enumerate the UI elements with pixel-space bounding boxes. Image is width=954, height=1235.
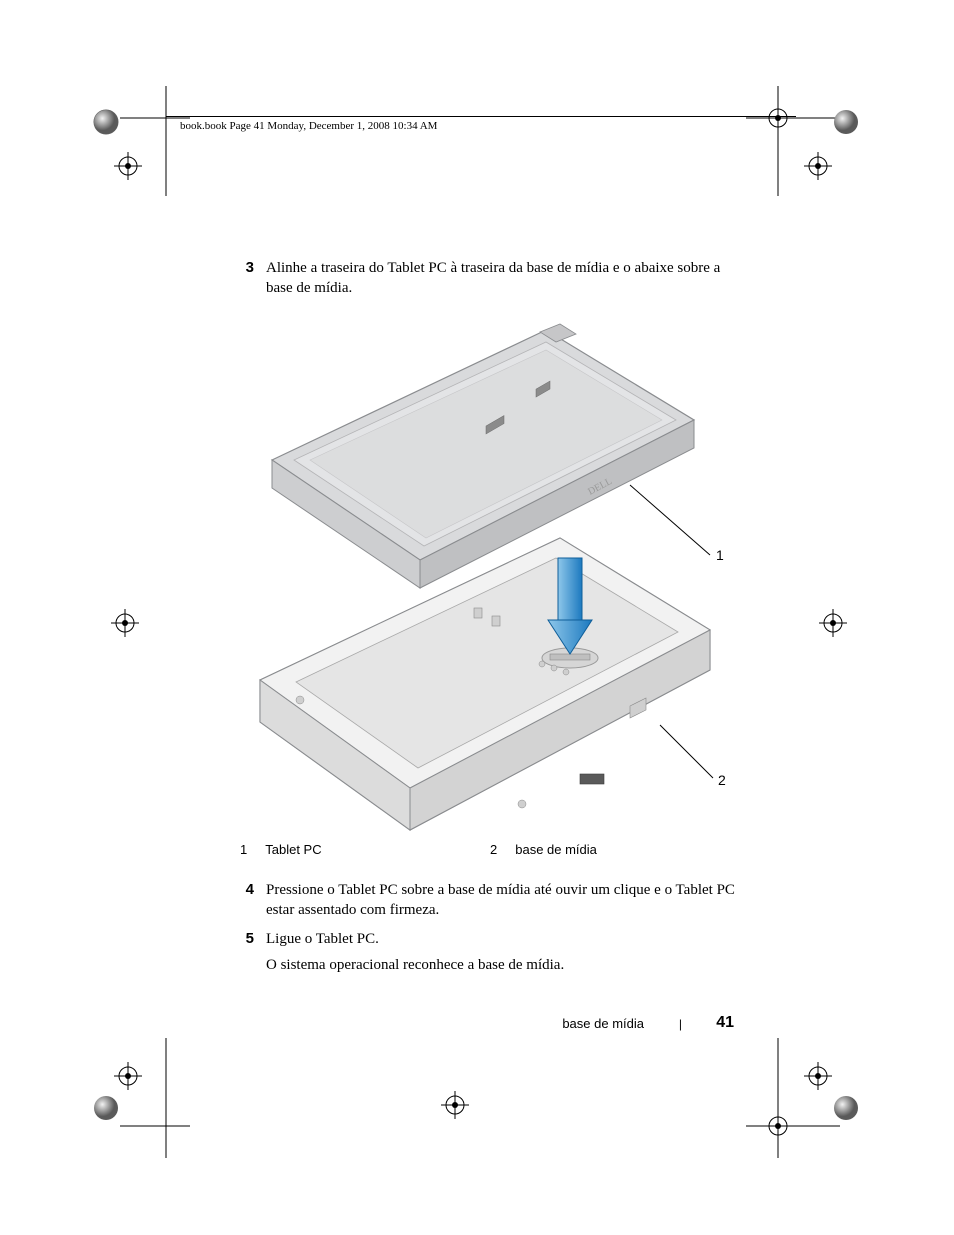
step-text: Alinhe a traseira do Tablet PC à traseir… [266,258,740,299]
media-base-shape [260,538,710,830]
reg-mark-bot-right [720,1038,880,1158]
step-number: 4 [240,880,254,921]
legend-num: 1 [240,842,247,857]
page: book.book Page 41 Monday, December 1, 20… [0,0,954,1235]
reg-mark-bot-left [80,1038,190,1158]
step-number: 5 [240,929,254,976]
tablet-pc-shape: DELL [272,324,694,588]
legend-item-1: 1 Tablet PC [240,842,490,857]
step-5-text: Ligue o Tablet PC. [266,931,379,947]
step-list-top: 3 Alinhe a traseira do Tablet PC à trase… [240,258,740,307]
reg-mark-bot-center [430,1080,480,1130]
step-5: 5 Ligue o Tablet PC. O sistema operacion… [240,929,740,976]
reg-mark-mid-right [808,598,858,648]
reg-mark-top-right [720,86,880,196]
legend-label: base de mídia [515,842,597,857]
reg-mark-top-left [80,86,190,196]
footer-page-number: 41 [716,1014,734,1032]
step-3: 3 Alinhe a traseira do Tablet PC à trase… [240,258,740,299]
figure-legend: 1 Tablet PC 2 base de mídia [240,842,740,857]
step-text: Ligue o Tablet PC. O sistema operacional… [266,929,740,976]
header-rule [166,116,796,117]
footer-divider: | [679,1017,682,1031]
step-number: 3 [240,258,254,299]
figure-tablet-docking: DELL 1 2 [240,320,740,840]
footer-section: base de mídia [562,1016,644,1031]
legend-label: Tablet PC [265,842,321,857]
step-list-bottom: 4 Pressione o Tablet PC sobre a base de … [240,880,740,983]
legend-item-2: 2 base de mídia [490,842,740,857]
step-5-subtext: O sistema operacional reconhece a base d… [266,955,740,975]
header-meta-text: book.book Page 41 Monday, December 1, 20… [180,120,437,132]
callout-1-label: 1 [716,547,724,563]
reg-mark-mid-left [100,598,150,648]
step-4: 4 Pressione o Tablet PC sobre a base de … [240,880,740,921]
step-text: Pressione o Tablet PC sobre a base de mí… [266,880,740,921]
callout-2-label: 2 [718,772,726,788]
legend-num: 2 [490,842,497,857]
